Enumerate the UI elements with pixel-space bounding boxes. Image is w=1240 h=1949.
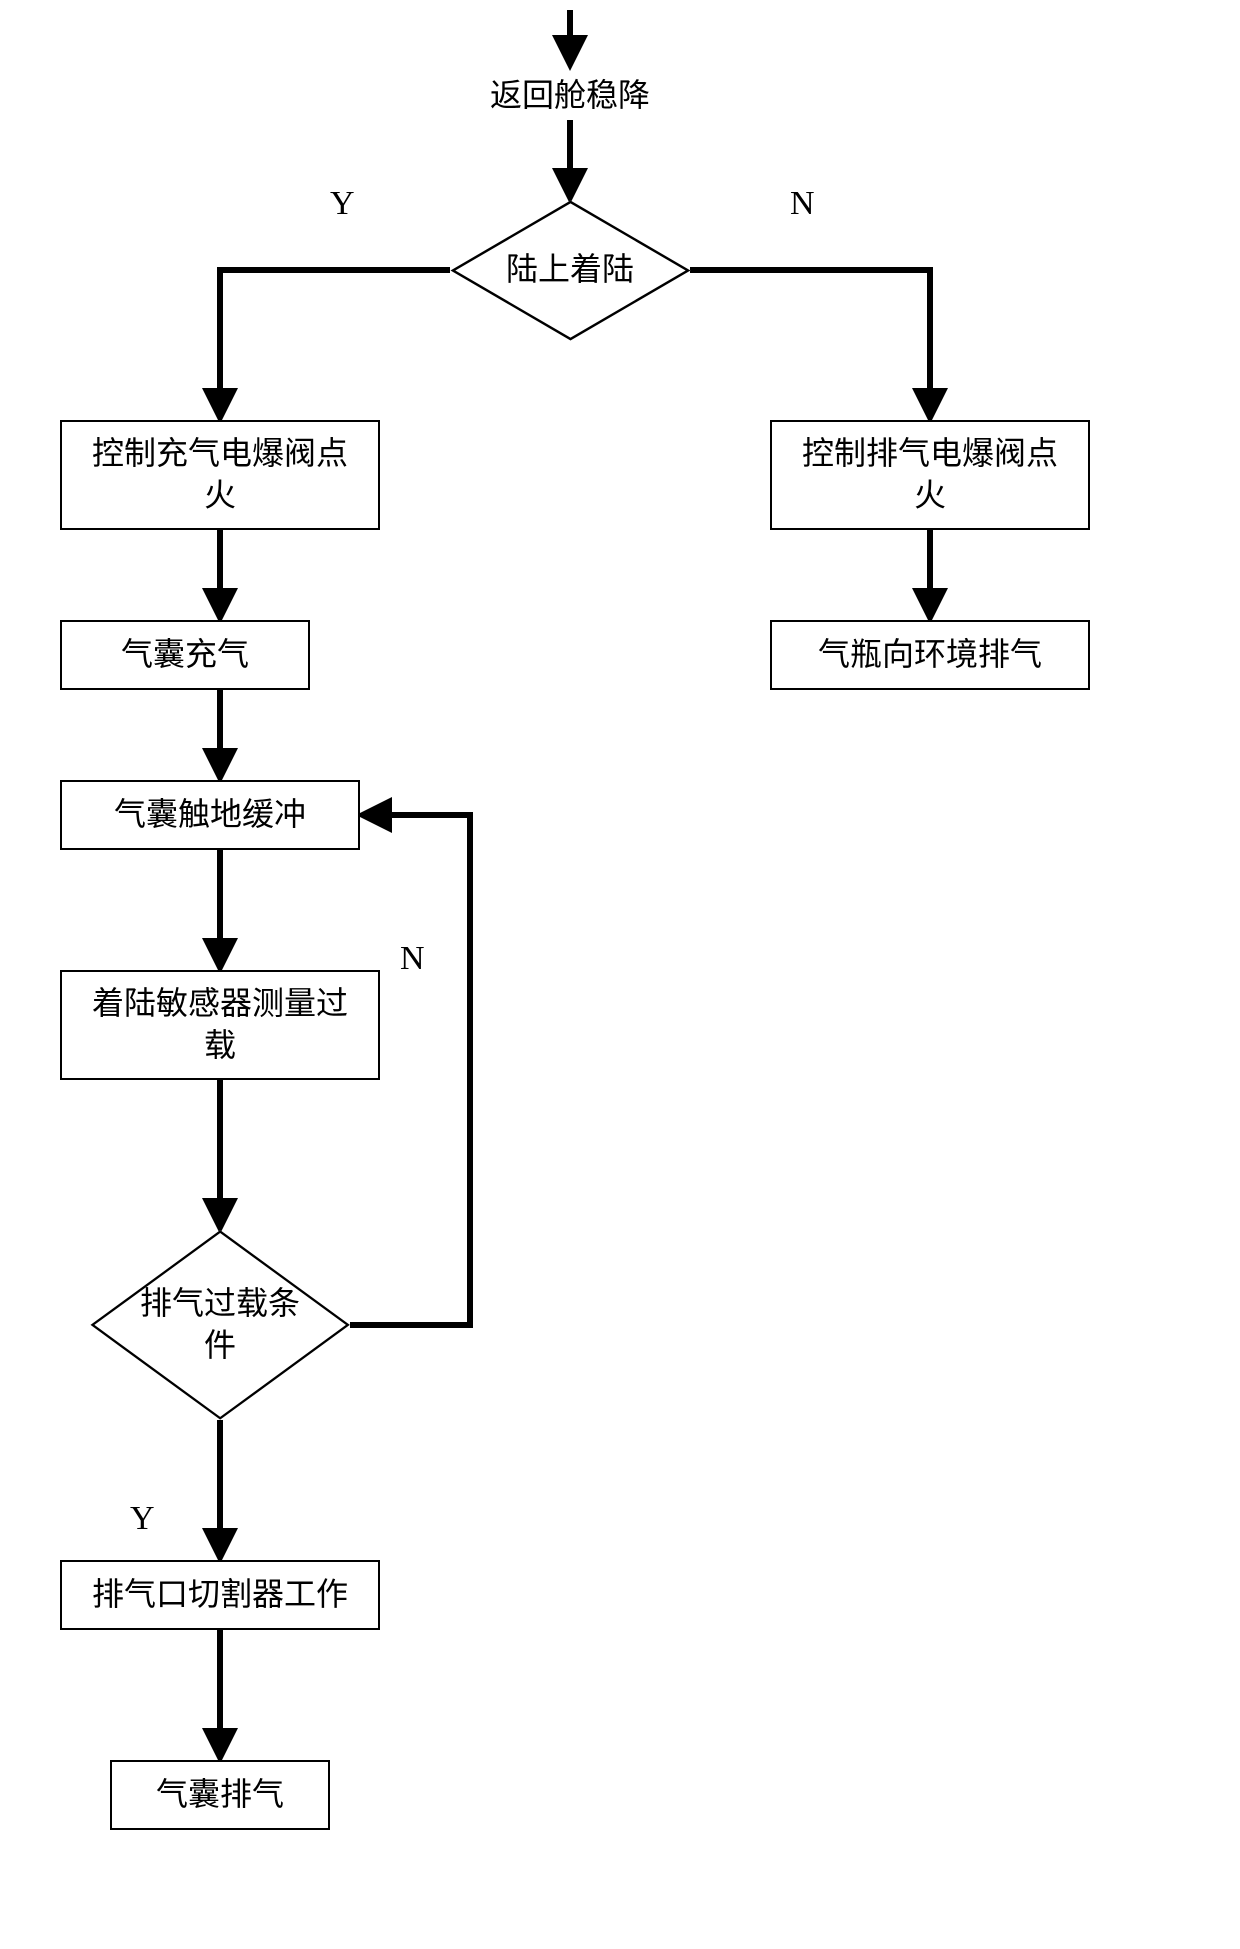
decision-land-type: 陆上着陆 [450, 200, 690, 340]
node-sensor-measure-label: 着陆敏感器测量过载 [90, 983, 350, 1066]
node-inflate-valve-fire: 控制充气电爆阀点火 [60, 420, 380, 530]
label-y2: Y [130, 1500, 155, 1538]
node-airbag-exhaust: 气囊排气 [110, 1760, 330, 1830]
node-airbag-cushion-label: 气囊触地缓冲 [114, 794, 306, 836]
node-airbag-inflate: 气囊充气 [60, 620, 310, 690]
label-n2: N [400, 940, 425, 978]
node-start: 返回舱稳降 [450, 70, 690, 116]
decision-land-type-label: 陆上着陆 [506, 249, 634, 291]
node-inflate-valve-fire-label: 控制充气电爆阀点火 [90, 433, 350, 516]
node-cutter-work: 排气口切割器工作 [60, 1560, 380, 1630]
decision-exhaust-condition: 排气过载条件 [90, 1230, 350, 1420]
node-exhaust-valve-fire-label: 控制排气电爆阀点火 [800, 433, 1060, 516]
node-airbag-cushion: 气囊触地缓冲 [60, 780, 360, 850]
node-bottle-exhaust: 气瓶向环境排气 [770, 620, 1090, 690]
label-n1: N [790, 185, 815, 223]
node-cutter-work-label: 排气口切割器工作 [92, 1574, 348, 1616]
node-bottle-exhaust-label: 气瓶向环境排气 [818, 634, 1042, 676]
node-start-label: 返回舱稳降 [490, 77, 650, 113]
node-airbag-inflate-label: 气囊充气 [121, 634, 249, 676]
node-exhaust-valve-fire: 控制排气电爆阀点火 [770, 420, 1090, 530]
node-airbag-exhaust-label: 气囊排气 [156, 1774, 284, 1816]
node-sensor-measure: 着陆敏感器测量过载 [60, 970, 380, 1080]
decision-exhaust-condition-label: 排气过载条件 [129, 1283, 311, 1366]
label-y1: Y [330, 185, 355, 223]
